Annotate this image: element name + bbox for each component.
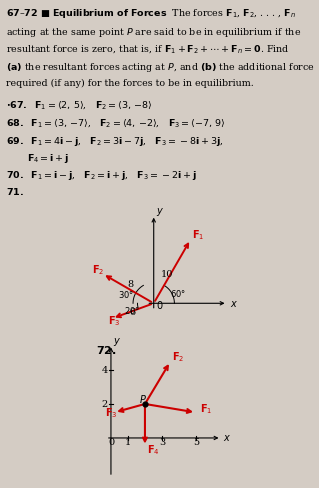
Text: $\mathbf{F}_2$: $\mathbf{F}_2$ (173, 349, 185, 363)
Text: $\mathbf{F}_4$: $\mathbf{F}_4$ (147, 443, 160, 456)
Text: $\mathbf{F}_4 = \mathbf{i} + \mathbf{j}$: $\mathbf{F}_4 = \mathbf{i} + \mathbf{j}$ (27, 151, 70, 164)
Text: $0$: $0$ (156, 299, 163, 311)
Text: required (if any) for the forces to be in equilibrium.: required (if any) for the forces to be i… (6, 79, 254, 88)
Text: $x$: $x$ (223, 432, 231, 442)
Text: acting at the same point $P$ are said to be in equilibrium if the: acting at the same point $P$ are said to… (6, 25, 301, 39)
Text: 6: 6 (130, 307, 136, 316)
Text: $x$: $x$ (230, 299, 238, 308)
Text: 1: 1 (125, 437, 131, 446)
Text: $\mathbf{F}_3$: $\mathbf{F}_3$ (105, 405, 117, 419)
Text: $y$: $y$ (113, 335, 121, 347)
Text: $\mathbf{(a)}$ the resultant forces acting at $P$, and $\mathbf{(b)}$ the additi: $\mathbf{(a)}$ the resultant forces acti… (6, 61, 315, 74)
Text: $\mathbf{68.}$  $\mathbf{F}_1 = \langle 3,\, {-7}\rangle$,   $\mathbf{F}_2 = \la: $\mathbf{68.}$ $\mathbf{F}_1 = \langle 3… (6, 117, 226, 129)
Text: resultant force is zero, that is, if $\mathbf{F}_1 + \mathbf{F}_2 + \cdots + \ma: resultant force is zero, that is, if $\m… (6, 43, 290, 55)
Text: $\mathbf{67}$–$\mathbf{72}$ $\blacksquare$ $\mathbf{Equilibrium\ of\ Forces}$  T: $\mathbf{67}$–$\mathbf{72}$ $\blacksquar… (6, 7, 296, 20)
Text: $\mathbf{69.}$  $\mathbf{F}_1 = 4\mathbf{i} - \mathbf{j}$,   $\mathbf{F}_2 = 3\m: $\mathbf{69.}$ $\mathbf{F}_1 = 4\mathbf{… (6, 135, 224, 148)
Text: 3: 3 (159, 437, 165, 446)
Text: 5: 5 (193, 437, 199, 446)
Text: 4: 4 (101, 366, 108, 375)
Text: $20°$: $20°$ (124, 304, 140, 315)
Text: 10: 10 (160, 269, 173, 278)
Text: $y$: $y$ (156, 206, 164, 218)
Text: $\mathbf{72.}$: $\mathbf{72.}$ (96, 343, 117, 355)
Text: $\mathbf{70.}$  $\mathbf{F}_1 = \mathbf{i} - \mathbf{j}$,   $\mathbf{F}_2 = \mat: $\mathbf{70.}$ $\mathbf{F}_1 = \mathbf{i… (6, 168, 197, 181)
Text: $\mathbf{F}_3$: $\mathbf{F}_3$ (108, 314, 121, 328)
Text: $\mathbf{F}_1$: $\mathbf{F}_1$ (200, 402, 212, 416)
Text: $P$: $P$ (139, 392, 147, 404)
Text: $\mathbf{F}_1$: $\mathbf{F}_1$ (192, 228, 204, 242)
Text: $60°$: $60°$ (170, 287, 186, 298)
Text: $\mathbf{F}_2$: $\mathbf{F}_2$ (92, 263, 104, 277)
Text: $\boldsymbol{\cdot}$$\mathbf{67.}$  $\mathbf{F}_1 = \langle 2,\, 5\rangle$,   $\: $\boldsymbol{\cdot}$$\mathbf{67.}$ $\mat… (6, 99, 153, 111)
Text: 8: 8 (128, 280, 134, 289)
Text: 0: 0 (108, 437, 114, 446)
Text: $30°$: $30°$ (118, 289, 134, 300)
Text: $\mathbf{71.}$: $\mathbf{71.}$ (6, 186, 24, 197)
Text: 2: 2 (101, 400, 108, 408)
